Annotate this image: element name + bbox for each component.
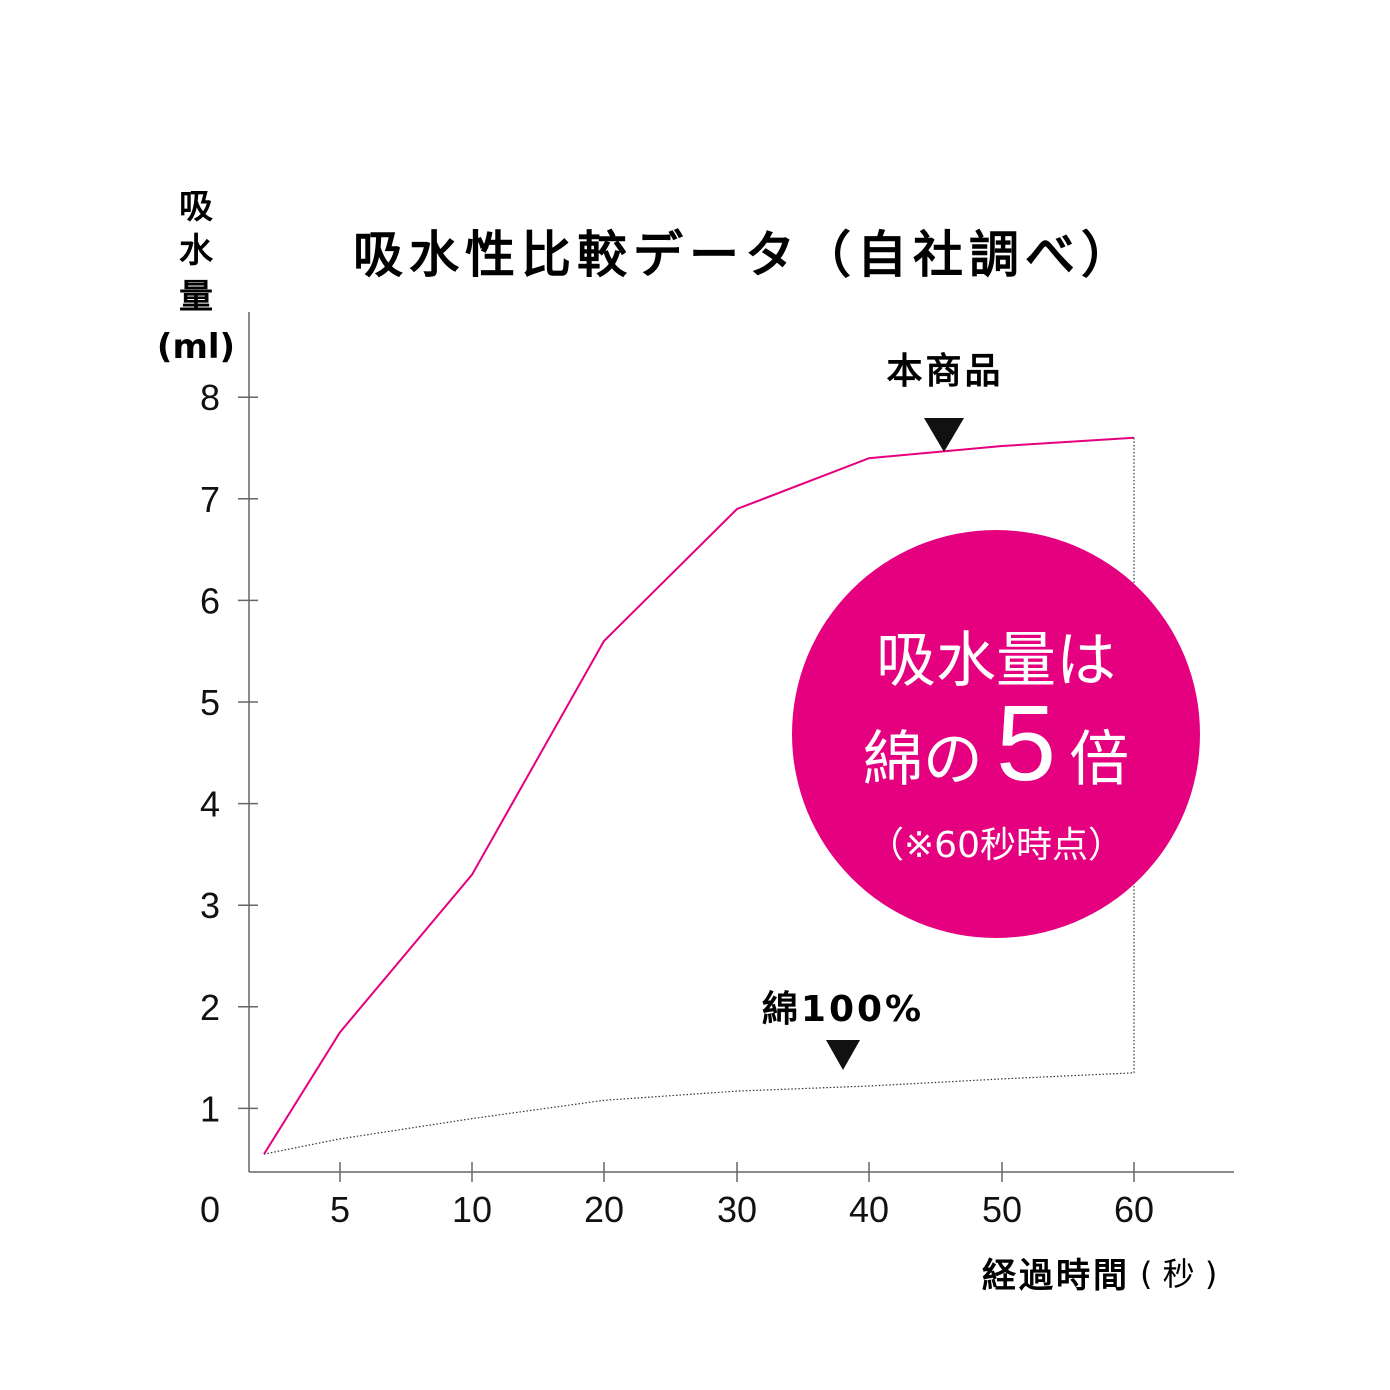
- y-tick-label: 5: [200, 682, 220, 723]
- x-tick-label: 60: [1114, 1189, 1154, 1230]
- badge-line-2: 綿の 5 倍: [863, 682, 1129, 803]
- x-tick-label: 10: [452, 1189, 492, 1230]
- annotation-badge: [792, 530, 1200, 938]
- y-tick-label: 2: [200, 987, 220, 1028]
- x-tick-label: 5: [330, 1189, 350, 1230]
- y-tick-label: 1: [200, 1088, 220, 1129]
- series-label-cotton: 綿100%: [762, 989, 924, 1030]
- series-line-product: [263, 436, 1135, 1155]
- badge-prefix: 綿の: [863, 725, 983, 795]
- x-tick-label: 50: [982, 1189, 1022, 1230]
- y-tick-label: 4: [200, 784, 220, 825]
- series-line-cotton: [263, 1072, 1135, 1155]
- badge-line-3: （※60秒時点）: [868, 825, 1124, 866]
- y-axis-label-1: 吸: [179, 187, 213, 227]
- y-axis-label-3: 量: [179, 277, 213, 317]
- y-tick-label: 7: [200, 479, 220, 520]
- x-tick-label: 30: [717, 1189, 757, 1230]
- chart-title: 吸水性比較データ（自社調べ）: [353, 226, 1137, 284]
- badge-suffix: 倍: [1069, 725, 1129, 795]
- y-tick-label: 3: [200, 885, 220, 926]
- badge-number: 5: [996, 682, 1056, 803]
- product-marker-icon: [924, 418, 964, 452]
- badge-line-1: 吸水量は: [876, 626, 1116, 696]
- x-axis-unit: ( 秒 ): [1140, 1255, 1217, 1293]
- y-tick-label: 8: [200, 377, 220, 418]
- y-tick-label: 6: [200, 580, 220, 621]
- y-ticks: 1 2 3 4 5 6 7 8: [200, 377, 258, 1129]
- cotton-marker-icon: [826, 1040, 860, 1070]
- origin-label: 0: [200, 1189, 220, 1230]
- y-axis-label-2: 水: [179, 231, 214, 271]
- x-tick-label: 20: [584, 1189, 624, 1230]
- x-tick-label: 40: [849, 1189, 889, 1230]
- x-axis-label: 経過時間: [982, 1256, 1130, 1296]
- y-axis-label-4: (ml): [157, 327, 235, 367]
- x-ticks: 5 10 20 30 40 50 60: [330, 1162, 1154, 1230]
- series-label-product: 本商品: [886, 351, 1003, 392]
